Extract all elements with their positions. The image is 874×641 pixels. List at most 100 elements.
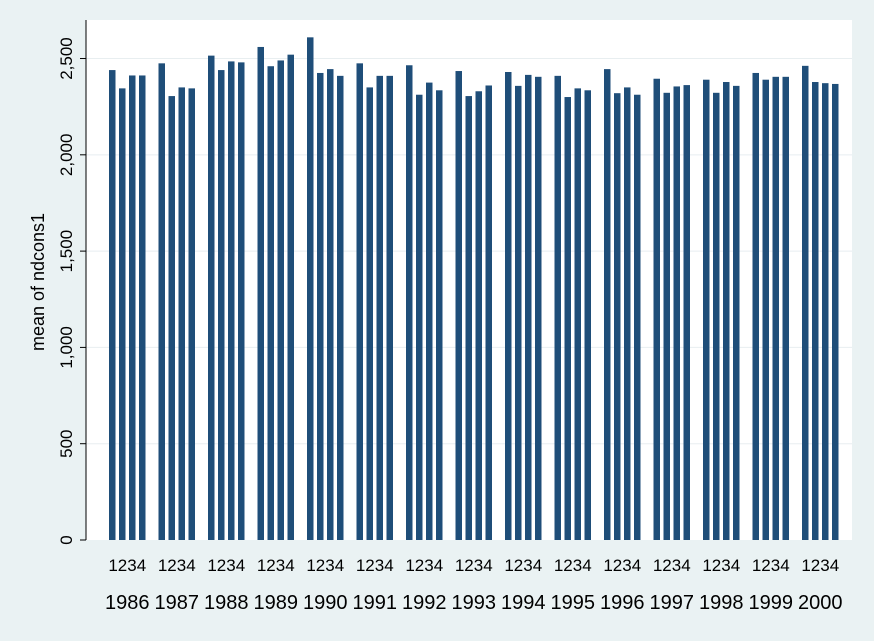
- quarter-labels: 1234: [257, 556, 295, 575]
- bar-1987-q2: [168, 96, 175, 541]
- bar-1987-q3: [178, 87, 185, 540]
- bar-1992-q1: [406, 65, 413, 540]
- bar-1993-q4: [485, 85, 492, 541]
- bar-1986-q3: [129, 75, 136, 540]
- bars: [109, 37, 839, 541]
- bar-1999-q1: [752, 72, 759, 541]
- quarter-labels: 1234: [405, 556, 443, 575]
- quarter-labels: 1234: [158, 556, 196, 575]
- bar-1995-q2: [564, 97, 571, 540]
- bar-1987-q1: [158, 63, 165, 540]
- quarter-labels: 1234: [455, 556, 493, 575]
- bar-1992-q2: [416, 94, 423, 541]
- bar-1989-q2: [267, 66, 274, 540]
- bar-1996-q2: [614, 93, 621, 541]
- bar-1988-q1: [208, 55, 215, 540]
- quarter-labels: 1234: [108, 556, 146, 575]
- bar-1996-q3: [624, 87, 631, 540]
- y-tick-label: 0: [57, 535, 76, 544]
- bar-1997-q3: [673, 86, 680, 540]
- y-axis-ticks: 0 500 1,000 1,500 2,000 2,500: [57, 37, 86, 545]
- bar-1986-q1: [109, 70, 116, 541]
- bar-1991-q3: [376, 75, 383, 540]
- bar-1999-q3: [772, 76, 779, 540]
- y-axis-label: mean of ndcons1: [28, 213, 48, 351]
- bar-1993-q1: [455, 71, 462, 540]
- quarter-labels: 1234: [653, 556, 691, 575]
- quarter-labels: 1234: [356, 556, 394, 575]
- bar-1991-q1: [356, 63, 363, 540]
- bar-1996-q1: [604, 69, 611, 540]
- bar-1994-q1: [505, 72, 512, 540]
- bar-1991-q2: [366, 87, 373, 540]
- bar-1995-q4: [584, 90, 591, 540]
- bar-2000-q4: [832, 83, 839, 541]
- bar-1994-q4: [535, 76, 542, 540]
- bar-1988-q4: [238, 62, 245, 541]
- quarter-labels: 1234: [702, 556, 740, 575]
- year-label: 1995: [551, 592, 596, 614]
- year-label: 1993: [452, 592, 497, 614]
- year-label: 1999: [749, 592, 794, 614]
- bar-1997-q1: [653, 78, 660, 541]
- bar-1996-q4: [634, 94, 641, 541]
- year-label: 1996: [600, 592, 645, 614]
- bar-1998-q2: [713, 92, 720, 541]
- year-label: 1990: [303, 592, 348, 614]
- bar-2000-q1: [802, 65, 809, 540]
- bar-1988-q2: [218, 70, 225, 541]
- year-label: 1994: [501, 592, 546, 614]
- quarter-labels: 1234: [752, 556, 790, 575]
- bar-1988-q3: [228, 61, 235, 540]
- quarter-labels: 1234: [306, 556, 344, 575]
- bar-1987-q4: [188, 88, 195, 541]
- bar-1990-q4: [337, 75, 344, 540]
- bar-1998-q1: [703, 79, 710, 540]
- bar-1992-q4: [436, 90, 443, 540]
- year-label: 1998: [699, 592, 744, 614]
- year-label: 1991: [353, 592, 398, 614]
- quarter-labels: 1234: [504, 556, 542, 575]
- bar-1990-q3: [327, 69, 334, 540]
- bar-1999-q4: [782, 76, 789, 540]
- bar-1993-q2: [465, 96, 472, 541]
- quarter-labels: 1234: [207, 556, 245, 575]
- y-tick-label: 2,000: [57, 134, 76, 177]
- quarter-labels: 1234: [554, 556, 592, 575]
- bar-1989-q3: [277, 60, 284, 540]
- bar-1990-q1: [307, 37, 314, 540]
- bar-1994-q2: [515, 85, 522, 540]
- y-tick-label: 2,500: [57, 37, 76, 80]
- year-label: 1992: [402, 592, 447, 614]
- bar-1990-q2: [317, 72, 324, 541]
- quarter-labels: 1234: [801, 556, 839, 575]
- bar-1994-q3: [525, 74, 532, 540]
- y-tick-label: 1,000: [57, 326, 76, 369]
- y-tick-label: 500: [57, 430, 76, 458]
- year-label: 1989: [254, 592, 299, 614]
- year-label: 1987: [155, 592, 200, 614]
- bar-2000-q3: [822, 83, 829, 540]
- bar-1989-q1: [257, 46, 264, 541]
- bar-1997-q4: [683, 85, 690, 540]
- bar-1991-q4: [386, 75, 393, 540]
- bar-1986-q2: [119, 88, 126, 541]
- quarter-labels: 1234: [603, 556, 641, 575]
- x-axis-labels: 1234 1986 1234 1987 1234 1988 1234 1989 1234 1990…: [105, 556, 843, 614]
- bar-1998-q3: [723, 82, 730, 540]
- bar-1995-q3: [574, 88, 581, 541]
- year-label: 2000: [798, 592, 843, 614]
- bar-1997-q2: [663, 92, 670, 541]
- bar-2000-q2: [812, 82, 819, 540]
- year-label: 1986: [105, 592, 150, 614]
- bar-1989-q4: [287, 54, 294, 541]
- bar-1998-q4: [733, 85, 740, 540]
- year-label: 1988: [204, 592, 249, 614]
- bar-1993-q3: [475, 91, 482, 540]
- bar-1992-q3: [426, 82, 433, 540]
- bar-1999-q2: [762, 79, 769, 540]
- bar-1995-q1: [554, 75, 561, 540]
- year-label: 1997: [650, 592, 695, 614]
